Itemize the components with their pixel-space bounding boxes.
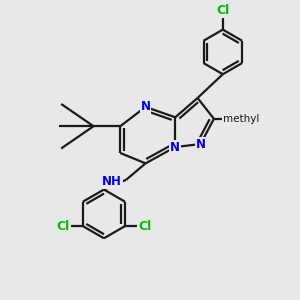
Text: N: N — [196, 138, 206, 151]
Text: Cl: Cl — [138, 220, 152, 232]
Text: Cl: Cl — [56, 220, 70, 232]
Text: Cl: Cl — [216, 4, 230, 17]
Text: methyl: methyl — [223, 114, 259, 124]
Text: N: N — [170, 140, 180, 154]
Text: NH: NH — [102, 175, 122, 188]
Text: N: N — [140, 100, 151, 113]
